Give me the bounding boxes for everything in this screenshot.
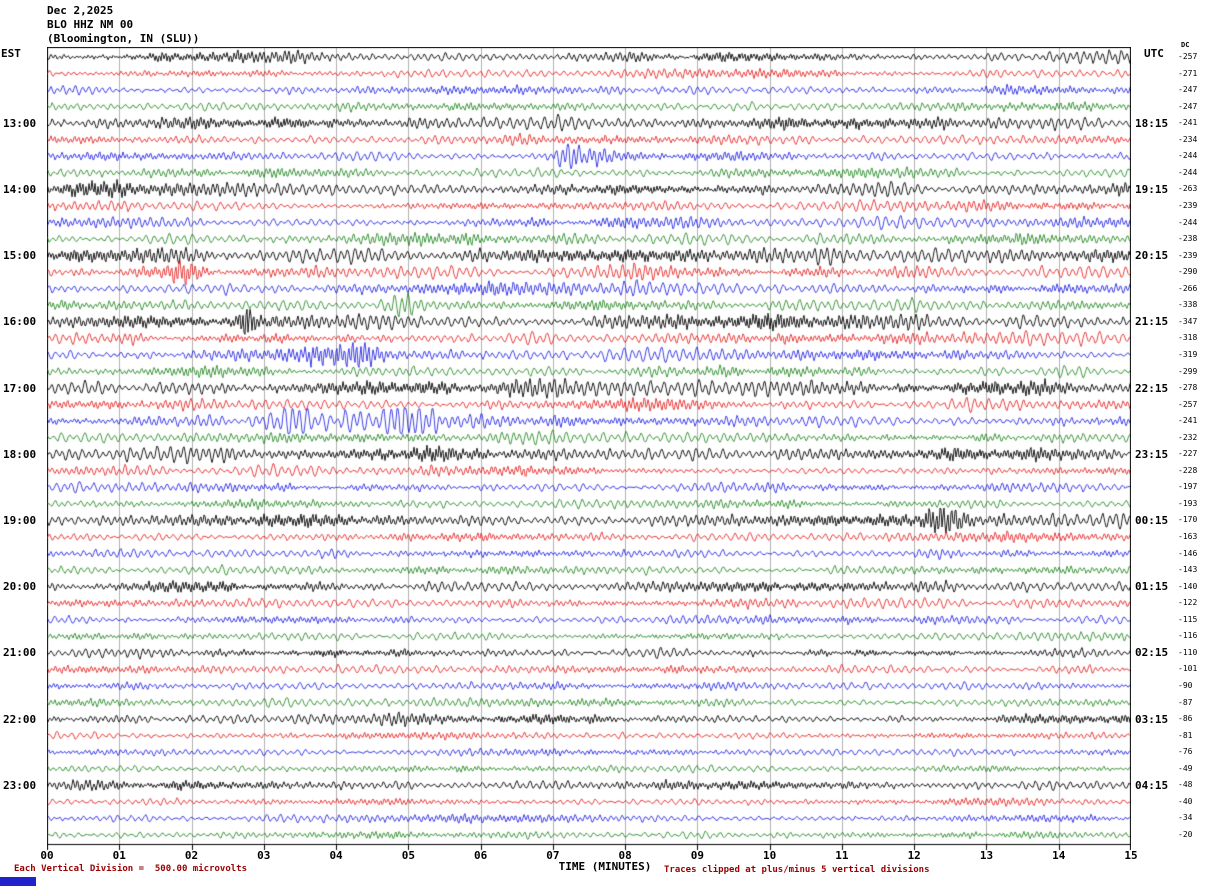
x-tick-label: 05 (401, 849, 415, 862)
dc-offset-value: -299 (1178, 366, 1198, 376)
x-tick-label: 08 (618, 849, 632, 862)
dc-offset-value: -86 (1178, 714, 1193, 724)
dc-offset-value: -338 (1178, 300, 1198, 310)
x-tick-label: 12 (907, 849, 921, 862)
utc-time-label: 20:15 (1135, 249, 1169, 263)
dc-offset-value: -347 (1178, 316, 1198, 326)
dc-offset-value: -318 (1178, 333, 1198, 343)
x-tick-label: 15 (1124, 849, 1138, 862)
dc-offset-value: -40 (1178, 796, 1193, 806)
x-tick-label: 09 (690, 849, 705, 862)
dc-offset-value: -257 (1178, 52, 1198, 61)
dc-offset-value: -234 (1178, 134, 1198, 144)
dc-offset-value: -115 (1178, 614, 1198, 624)
est-time-label: 19:00 (3, 513, 37, 527)
left-timezone-label: EST (1, 47, 21, 60)
dc-offset-value: -197 (1178, 482, 1198, 492)
dc-offset-value: -20 (1178, 830, 1193, 839)
utc-time-label: 00:15 (1135, 513, 1169, 527)
dc-offset-value: -319 (1178, 349, 1198, 359)
est-time-label: 21:00 (3, 646, 37, 660)
utc-time-label: 02:15 (1135, 646, 1169, 660)
dc-offset-value: -278 (1178, 383, 1198, 393)
est-time-label: 13:00 (3, 116, 37, 130)
dc-offset-value: -87 (1178, 697, 1193, 707)
utc-time-label: 22:15 (1135, 381, 1169, 395)
dc-offset-value: -247 (1178, 101, 1198, 111)
dc-offset-value: -122 (1178, 598, 1198, 608)
utc-time-label: 18:15 (1135, 116, 1169, 130)
dc-offset-value: -247 (1178, 85, 1198, 95)
dc-offset-value: -266 (1178, 283, 1198, 293)
vertical-division-note: Each Vertical Division = 500.00 microvol… (14, 864, 247, 874)
dc-offset-value: -163 (1178, 532, 1198, 542)
dc-offset-value: -290 (1178, 267, 1198, 277)
dc-offset-value: -193 (1178, 498, 1198, 508)
x-tick-label: 13 (979, 849, 994, 862)
dc-offset-value: -146 (1178, 548, 1198, 558)
x-tick-label: 04 (329, 849, 343, 862)
dc-offset-value: -241 (1178, 416, 1198, 426)
dc-column-header: DC (1181, 41, 1190, 49)
x-tick-label: 00 (40, 849, 54, 862)
dc-offset-value: -227 (1178, 449, 1198, 459)
utc-time-label: 01:15 (1135, 580, 1169, 594)
dc-offset-value: -101 (1178, 664, 1198, 674)
est-time-label: 16:00 (3, 315, 37, 329)
est-time-label: 17:00 (3, 381, 37, 395)
dc-offset-value: -263 (1178, 184, 1198, 194)
x-tick-label: 11 (835, 849, 849, 862)
station-label: BLO HHZ NM 00 (47, 18, 134, 31)
utc-time-label: 21:15 (1135, 315, 1169, 329)
dc-offset-value: -49 (1178, 763, 1193, 773)
dc-offset-value: -239 (1178, 200, 1198, 210)
dc-offset-value: -140 (1178, 581, 1198, 591)
est-time-label: 15:00 (3, 249, 37, 263)
station-location-label: (Bloomington, IN (SLU)) (47, 32, 200, 45)
utc-time-label: 23:15 (1135, 447, 1169, 461)
bottom-left-blue-artifact (0, 877, 36, 886)
x-axis-title: TIME (MINUTES) (558, 860, 652, 873)
dc-offset-value: -257 (1178, 399, 1198, 409)
dc-offset-value: -244 (1178, 151, 1198, 161)
dc-offset-value: -81 (1178, 730, 1193, 740)
utc-time-label: 03:15 (1135, 712, 1169, 726)
clipping-note: Traces clipped at plus/minus 5 vertical … (664, 865, 930, 875)
dc-offset-value: -116 (1178, 631, 1198, 641)
dc-offset-value: -241 (1178, 118, 1198, 128)
x-tick-label: 02 (184, 849, 199, 862)
dc-offset-value: -170 (1178, 515, 1198, 525)
date-label: Dec 2,2025 (47, 4, 114, 17)
x-tick-label: 10 (763, 849, 777, 862)
utc-time-label: 04:15 (1135, 778, 1169, 792)
dc-offset-value: -238 (1178, 234, 1198, 244)
dc-offset-value: -239 (1178, 250, 1198, 260)
x-tick-label: 14 (1052, 849, 1066, 862)
dc-offset-value: -110 (1178, 647, 1198, 657)
est-time-label: 20:00 (3, 580, 37, 594)
dc-offset-value: -244 (1178, 217, 1198, 227)
x-tick-label: 06 (473, 849, 488, 862)
dc-offset-value: -34 (1178, 813, 1193, 823)
dc-offset-value: -48 (1178, 780, 1193, 790)
dc-offset-value: -271 (1178, 68, 1198, 78)
est-time-label: 14:00 (3, 182, 37, 196)
dc-offset-value: -143 (1178, 565, 1198, 575)
dc-offset-value: -232 (1178, 432, 1198, 442)
dc-offset-value: -90 (1178, 681, 1193, 691)
right-timezone-label: UTC (1144, 47, 1164, 60)
dc-offset-value: -228 (1178, 465, 1198, 475)
est-time-label: 23:00 (3, 778, 37, 792)
est-time-label: 22:00 (3, 712, 37, 726)
seismogram-canvas (47, 47, 1131, 851)
x-tick-label: 07 (546, 849, 560, 862)
x-tick-label: 01 (112, 849, 126, 862)
dc-offset-value: -76 (1178, 747, 1193, 757)
x-tick-label: 03 (257, 849, 271, 862)
utc-time-label: 19:15 (1135, 182, 1169, 196)
est-time-label: 18:00 (3, 447, 37, 461)
dc-offset-value: -244 (1178, 167, 1198, 177)
